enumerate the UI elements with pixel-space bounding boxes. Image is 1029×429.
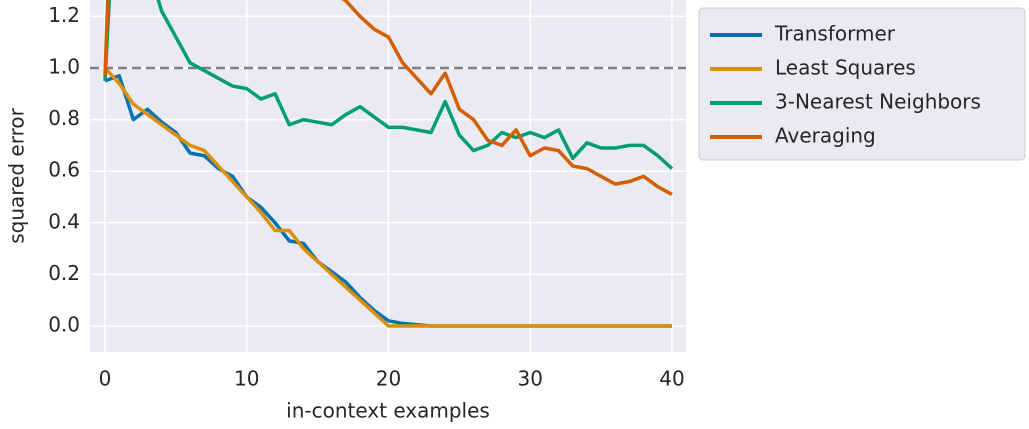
legend	[698, 7, 1026, 161]
y-tick-label: 0.0	[48, 312, 80, 336]
legend-label: Averaging	[775, 124, 876, 148]
y-tick-label: 0.6	[48, 158, 80, 182]
x-axis-label: in-context examples	[286, 399, 490, 423]
series-line	[103, 66, 672, 328]
x-tick-label: 40	[659, 367, 684, 391]
y-tick-label: 0.4	[48, 209, 80, 233]
x-tick-label: 20	[376, 367, 401, 391]
lines	[90, 0, 686, 328]
x-tick-label: 0	[99, 367, 112, 391]
legend-label: 3-Nearest Neighbors	[775, 90, 981, 114]
y-tick-label: 1.2	[48, 3, 80, 27]
legend-label: Least Squares	[775, 56, 916, 80]
y-axis-label: squared error	[5, 107, 29, 243]
y-tick-label: 1.0	[48, 55, 80, 79]
x-tick-label: 30	[518, 367, 543, 391]
y-tick-label: 0.8	[48, 106, 80, 130]
series-line	[103, 0, 674, 170]
legend-label: Transformer	[774, 22, 896, 46]
legend-items: Transformer Least Squares 3-Nearest Neighb…	[710, 22, 981, 148]
y-tick-label: 0.2	[48, 261, 80, 285]
series-line	[103, 0, 673, 196]
x-tick-label: 10	[234, 367, 259, 391]
